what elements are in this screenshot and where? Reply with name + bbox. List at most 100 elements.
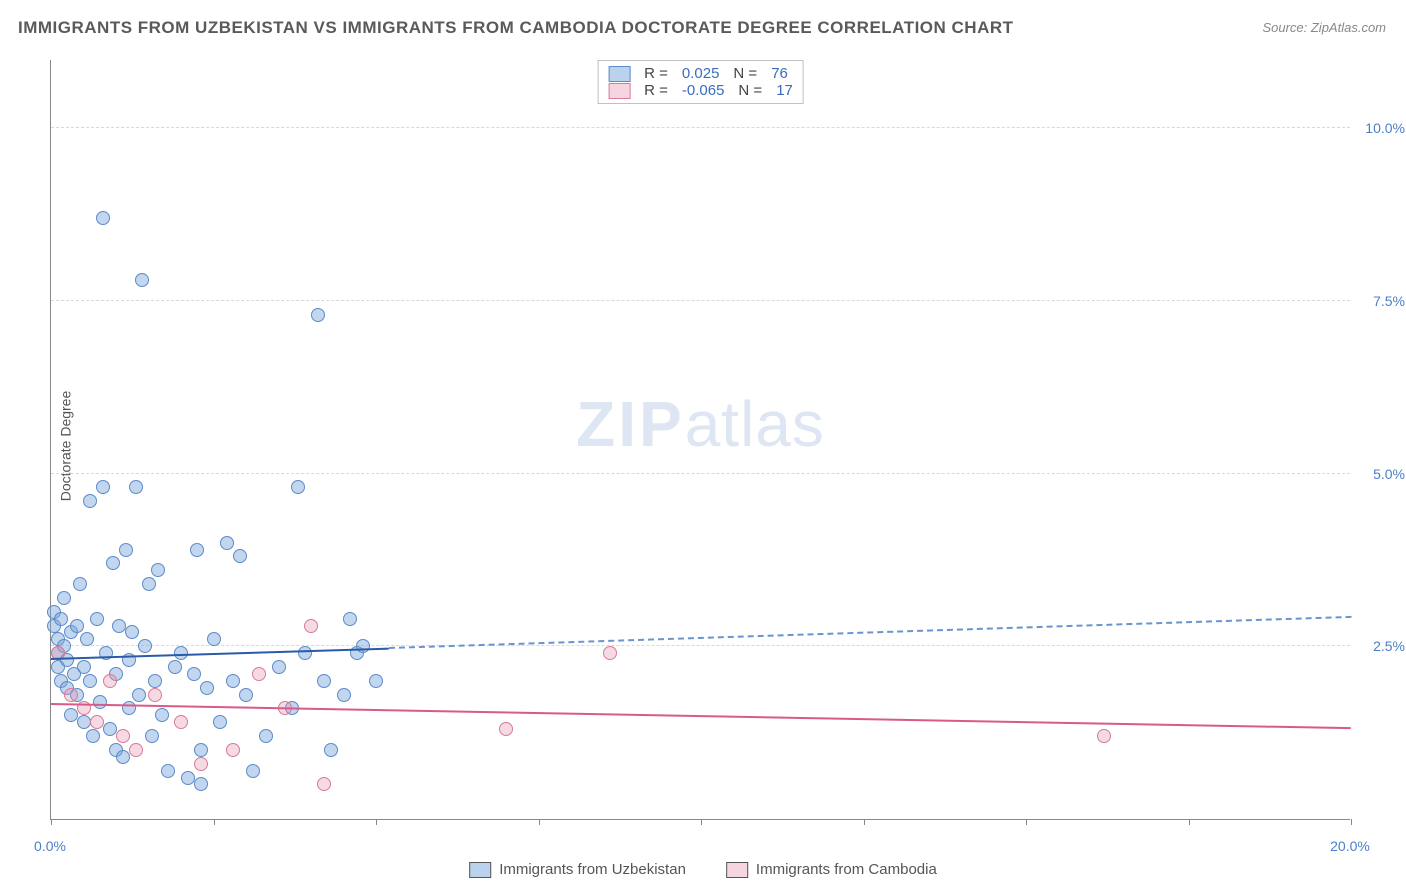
data-point: [317, 674, 331, 688]
data-point: [83, 674, 97, 688]
legend-label-cambodia: Immigrants from Cambodia: [756, 861, 937, 878]
data-point: [112, 619, 126, 633]
x-tick: [864, 819, 865, 825]
data-point: [356, 639, 370, 653]
data-point: [135, 273, 149, 287]
legend-correlation: R = 0.025 N = 76 R = -0.065 N = 17: [597, 60, 804, 104]
x-tick: [51, 819, 52, 825]
n-value-uzbekistan: 76: [771, 65, 788, 82]
gridline: [51, 300, 1350, 301]
data-point: [200, 681, 214, 695]
trendline-cambodia: [51, 703, 1351, 729]
data-point: [83, 494, 97, 508]
data-point: [64, 708, 78, 722]
data-point: [70, 619, 84, 633]
n-value-cambodia: 17: [776, 82, 793, 99]
swatch-pink-icon: [608, 83, 630, 99]
data-point: [116, 750, 130, 764]
r-label: R =: [644, 82, 668, 99]
source-attribution: Source: ZipAtlas.com: [1262, 20, 1386, 35]
data-point: [369, 674, 383, 688]
legend-series: Immigrants from Uzbekistan Immigrants fr…: [469, 861, 937, 878]
legend-row-cambodia: R = -0.065 N = 17: [608, 82, 793, 99]
x-tick-label: 0.0%: [34, 838, 66, 854]
data-point: [298, 646, 312, 660]
data-point: [246, 764, 260, 778]
data-point: [343, 612, 357, 626]
data-point: [96, 211, 110, 225]
data-point: [213, 715, 227, 729]
data-point: [129, 480, 143, 494]
data-point: [181, 771, 195, 785]
gridline: [51, 473, 1350, 474]
legend-item-uzbekistan: Immigrants from Uzbekistan: [469, 861, 686, 878]
swatch-pink-icon: [726, 862, 748, 878]
data-point: [151, 563, 165, 577]
data-point: [233, 549, 247, 563]
data-point: [64, 688, 78, 702]
watermark-text: ZIPatlas: [576, 387, 825, 461]
x-tick: [1351, 819, 1352, 825]
y-tick-label: 5.0%: [1373, 466, 1405, 482]
data-point: [125, 625, 139, 639]
data-point: [80, 632, 94, 646]
data-point: [116, 729, 130, 743]
watermark-light: atlas: [685, 388, 825, 460]
data-point: [138, 639, 152, 653]
n-label: N =: [733, 65, 757, 82]
data-point: [148, 688, 162, 702]
data-point: [194, 777, 208, 791]
x-tick: [1026, 819, 1027, 825]
data-point: [90, 612, 104, 626]
data-point: [499, 722, 513, 736]
data-point: [337, 688, 351, 702]
data-point: [57, 591, 71, 605]
data-point: [291, 480, 305, 494]
data-point: [129, 743, 143, 757]
data-point: [194, 743, 208, 757]
data-point: [77, 660, 91, 674]
data-point: [194, 757, 208, 771]
data-point: [96, 480, 110, 494]
data-point: [226, 674, 240, 688]
data-point: [603, 646, 617, 660]
chart-title: IMMIGRANTS FROM UZBEKISTAN VS IMMIGRANTS…: [18, 18, 1014, 38]
data-point: [207, 632, 221, 646]
data-point: [145, 729, 159, 743]
data-point: [174, 715, 188, 729]
x-tick: [214, 819, 215, 825]
swatch-blue-icon: [608, 66, 630, 82]
x-tick: [376, 819, 377, 825]
data-point: [311, 308, 325, 322]
swatch-blue-icon: [469, 862, 491, 878]
n-label: N =: [738, 82, 762, 99]
legend-label-uzbekistan: Immigrants from Uzbekistan: [499, 861, 686, 878]
x-tick-label: 20.0%: [1330, 838, 1370, 854]
r-label: R =: [644, 65, 668, 82]
data-point: [187, 667, 201, 681]
y-tick-label: 10.0%: [1365, 120, 1405, 136]
x-tick: [539, 819, 540, 825]
data-point: [239, 688, 253, 702]
legend-item-cambodia: Immigrants from Cambodia: [726, 861, 937, 878]
r-value-cambodia: -0.065: [682, 82, 725, 99]
data-point: [103, 674, 117, 688]
data-point: [190, 543, 204, 557]
data-point: [93, 695, 107, 709]
r-value-uzbekistan: 0.025: [682, 65, 720, 82]
data-point: [148, 674, 162, 688]
data-point: [324, 743, 338, 757]
x-tick: [1189, 819, 1190, 825]
data-point: [106, 556, 120, 570]
data-point: [73, 577, 87, 591]
data-point: [155, 708, 169, 722]
y-tick-label: 7.5%: [1373, 293, 1405, 309]
data-point: [272, 660, 286, 674]
plot-area: ZIPatlas R = 0.025 N = 76 R = -0.065 N =…: [50, 60, 1350, 820]
watermark-bold: ZIP: [576, 388, 685, 460]
data-point: [103, 722, 117, 736]
data-point: [54, 612, 68, 626]
x-tick: [701, 819, 702, 825]
data-point: [90, 715, 104, 729]
legend-row-uzbekistan: R = 0.025 N = 76: [608, 65, 793, 82]
